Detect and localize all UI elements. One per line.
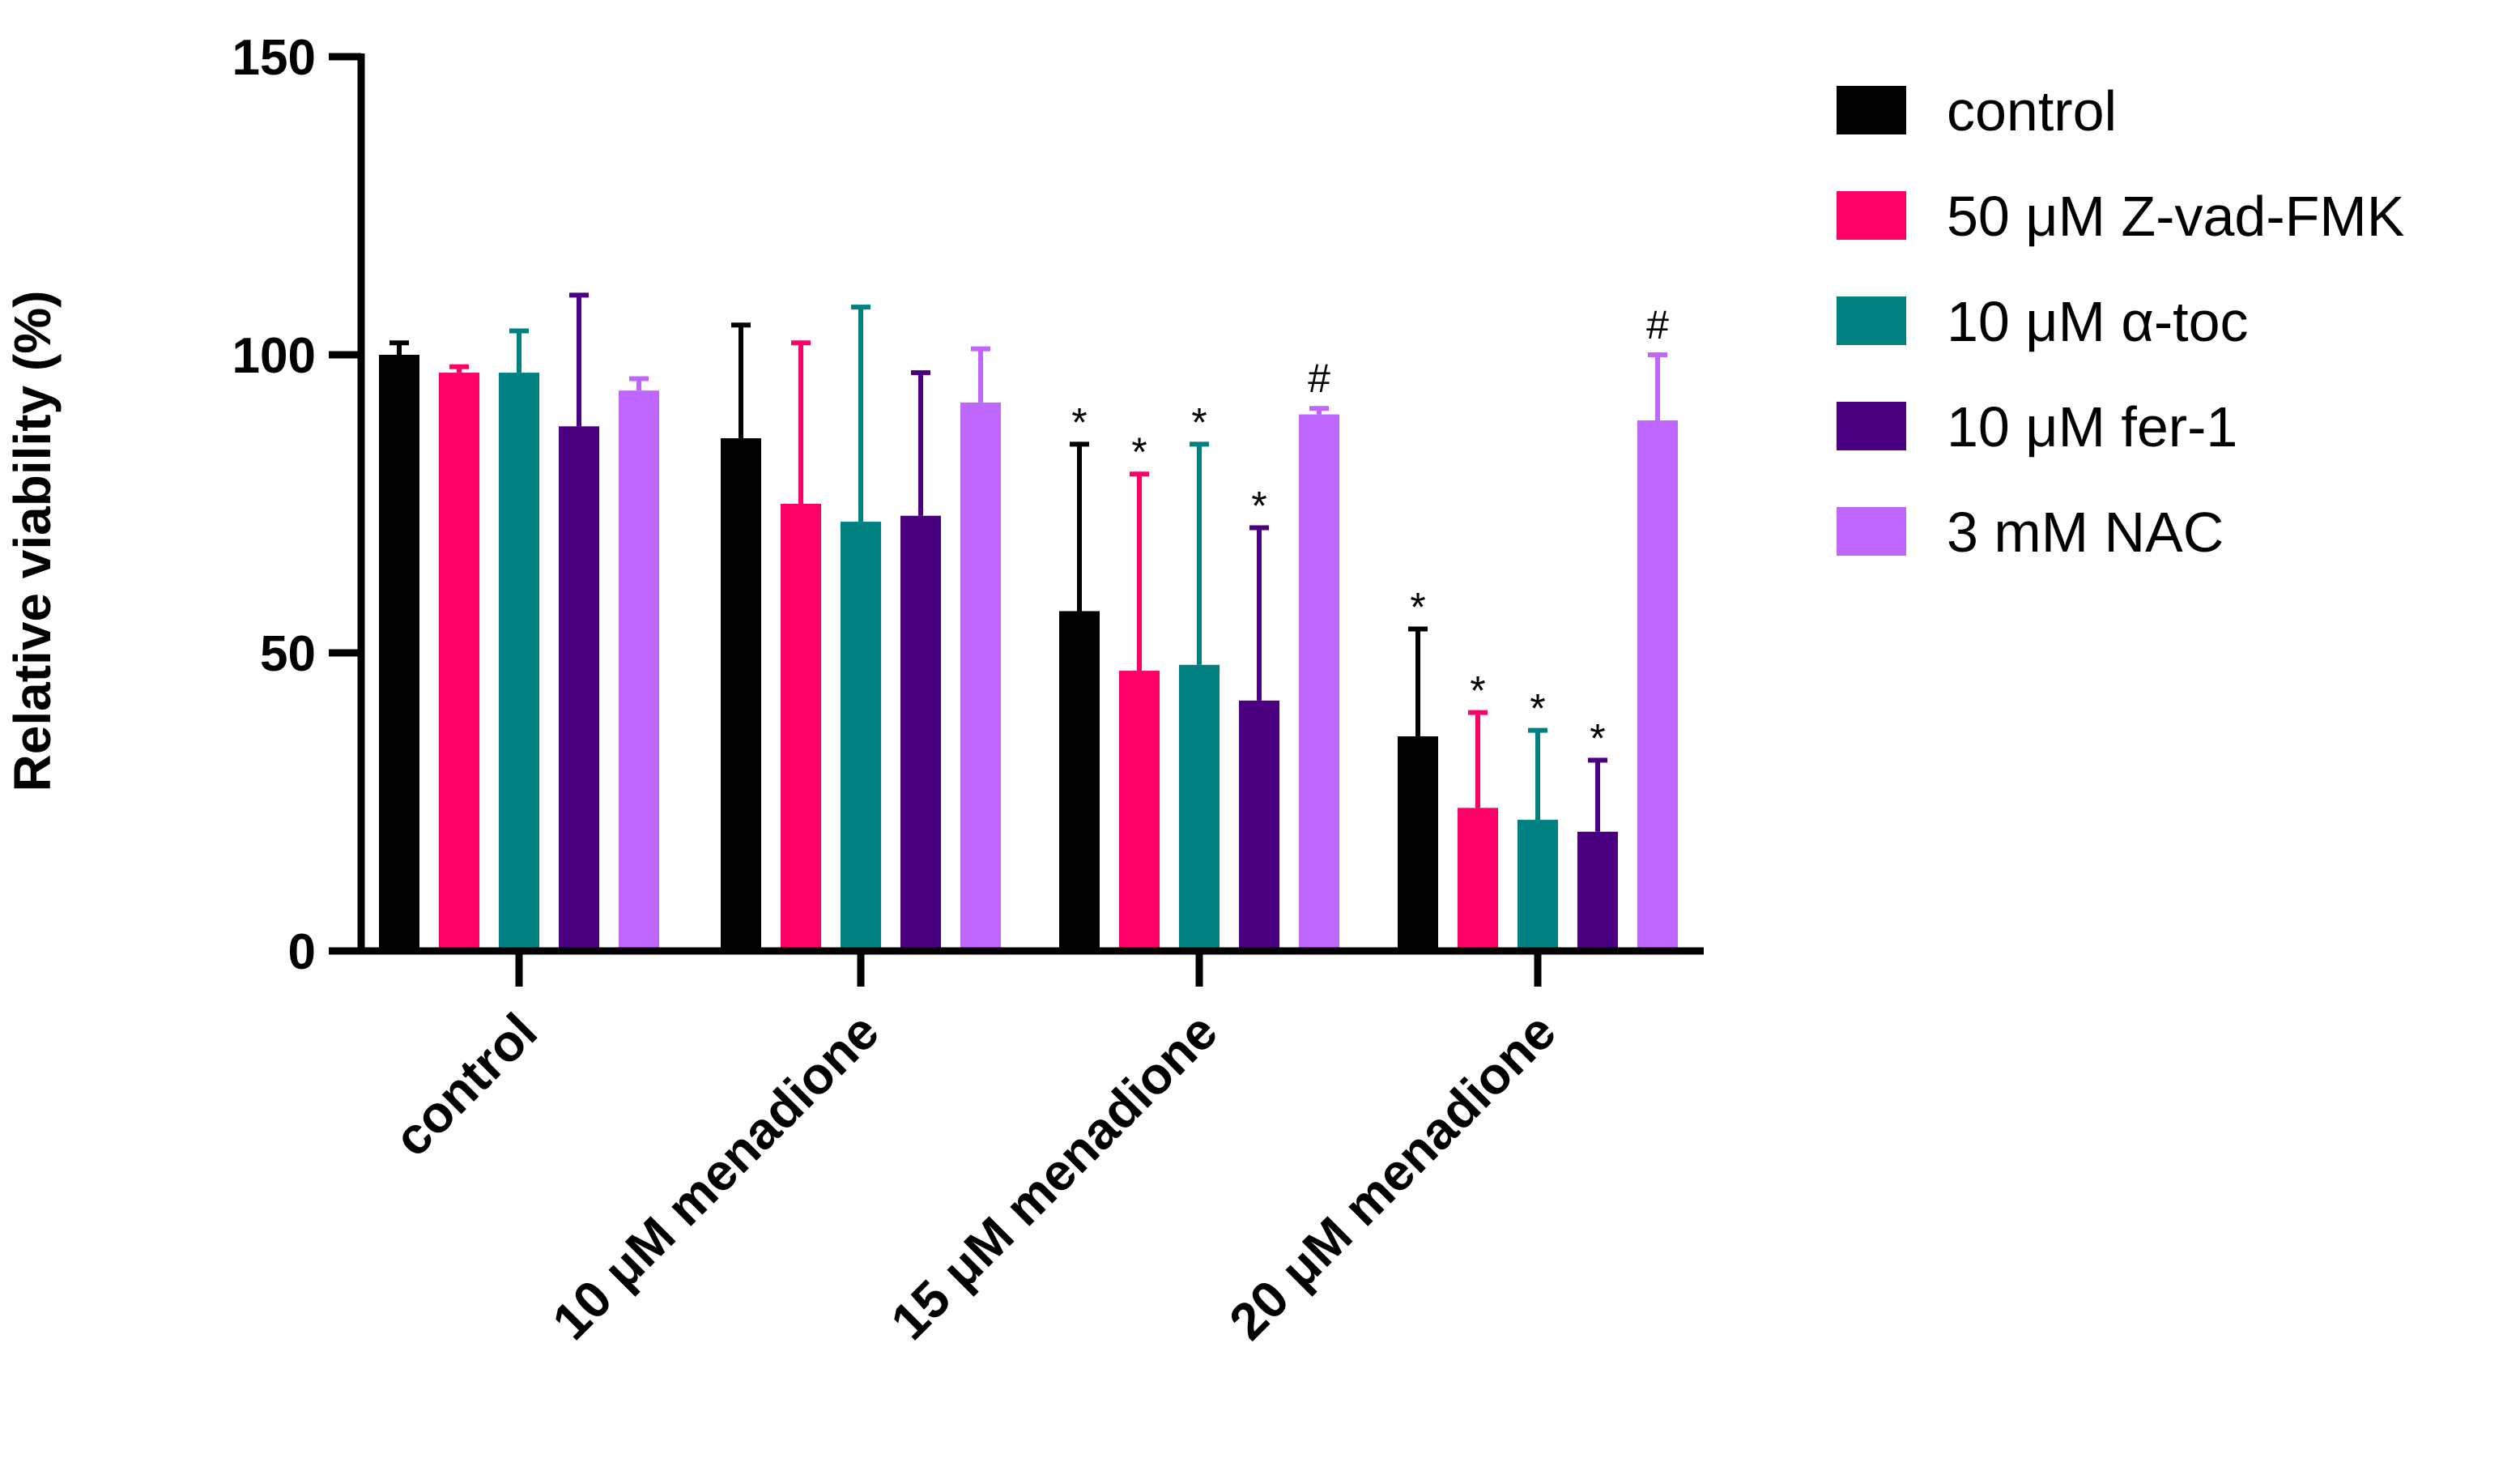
bar-3-1	[900, 515, 941, 951]
error-bar-1-2	[1130, 471, 1149, 672]
legend-label: 10 μM fer-1	[1947, 395, 2237, 458]
significance-mark-0-2: *	[1071, 399, 1087, 445]
legend-label: 50 μM Z-vad-FMK	[1947, 185, 2404, 248]
bar-0-0	[379, 355, 419, 951]
bar-0-1	[721, 438, 761, 951]
x-category-label-0: control	[383, 1002, 548, 1167]
legend-label: control	[1947, 79, 2117, 143]
error-bar-2-1	[851, 305, 871, 522]
bar-2-0	[499, 373, 539, 952]
legend-label: 10 μM α-toc	[1947, 290, 2249, 353]
error-bar-4-2	[1309, 406, 1329, 415]
bar-4-3	[1637, 420, 1678, 951]
y-axis-title: Relative viability (%)	[3, 291, 62, 792]
bar-1-3	[1458, 808, 1498, 951]
error-bar-4-0	[629, 376, 649, 391]
bar-2-3	[1518, 820, 1558, 951]
bar-0-3	[1398, 736, 1438, 951]
error-bar-0-0	[389, 340, 409, 355]
legend-swatch	[1837, 191, 1906, 240]
x-category-label-3: 20 μM menadione	[1218, 1002, 1567, 1351]
significance-mark-0-3: *	[1410, 585, 1425, 630]
bar-3-0	[559, 426, 599, 951]
error-bar-1-0	[449, 364, 469, 373]
legend-item-3: 10 μM fer-1	[1837, 395, 2237, 458]
significance-mark-4-3: #	[1646, 302, 1669, 347]
bar-3-3	[1577, 831, 1618, 951]
bar-1-1	[781, 504, 821, 951]
legend-item-0: control	[1837, 79, 2117, 143]
bar-3-2	[1239, 700, 1279, 951]
error-bar-4-3	[1648, 352, 1667, 420]
legend-item-1: 50 μM Z-vad-FMK	[1837, 185, 2404, 248]
x-category-label-1: 10 μM menadione	[541, 1002, 890, 1351]
error-bar-0-1	[731, 322, 751, 439]
y-tick-label-150: 150	[232, 30, 316, 86]
significance-mark-2-2: *	[1191, 399, 1207, 445]
error-bar-4-1	[971, 346, 990, 403]
error-bar-3-0	[569, 292, 589, 427]
bars-layer: * * * * # * * * * #	[379, 292, 1678, 952]
legend-label: 3 mM NAC	[1947, 501, 2224, 564]
significance-mark-1-3: *	[1470, 668, 1485, 714]
error-bar-1-3	[1468, 710, 1488, 808]
error-bar-0-2	[1070, 441, 1089, 612]
bar-4-2	[1299, 414, 1339, 952]
y-tick-label-100: 100	[232, 328, 316, 384]
legend: control 50 μM Z-vad-FMK 10 μM α-toc 10 μM f…	[1837, 79, 2404, 564]
error-bar-2-0	[509, 328, 529, 373]
y-tick-label-50: 50	[260, 626, 316, 682]
significance-mark-1-2: *	[1131, 429, 1147, 475]
legend-item-4: 3 mM NAC	[1837, 501, 2224, 564]
bar-4-1	[960, 402, 1001, 951]
significance-mark-3-2: *	[1251, 483, 1266, 528]
significance-mark-3-3: *	[1590, 715, 1605, 761]
error-bar-0-3	[1408, 626, 1428, 737]
legend-swatch	[1837, 507, 1906, 556]
bar-0-2	[1059, 611, 1100, 951]
error-bar-3-1	[911, 370, 930, 516]
legend-swatch	[1837, 86, 1906, 134]
error-bar-3-3	[1588, 757, 1607, 832]
error-bar-3-2	[1249, 525, 1269, 701]
bar-1-2	[1119, 671, 1160, 951]
y-tick-label-0: 0	[288, 924, 316, 980]
significance-mark-2-3: *	[1530, 686, 1545, 731]
bar-4-0	[619, 390, 659, 951]
legend-item-2: 10 μM α-toc	[1837, 290, 2249, 353]
legend-swatch	[1837, 296, 1906, 345]
error-bar-2-2	[1190, 441, 1209, 665]
significance-mark-4-2: #	[1308, 356, 1330, 401]
error-bar-1-1	[791, 340, 811, 504]
bar-2-1	[841, 522, 881, 951]
x-category-label-2: 15 μM menadione	[879, 1002, 1228, 1351]
legend-swatch	[1837, 402, 1906, 450]
bar-1-0	[439, 373, 479, 952]
error-bar-2-3	[1528, 727, 1547, 821]
bar-2-2	[1179, 664, 1220, 951]
